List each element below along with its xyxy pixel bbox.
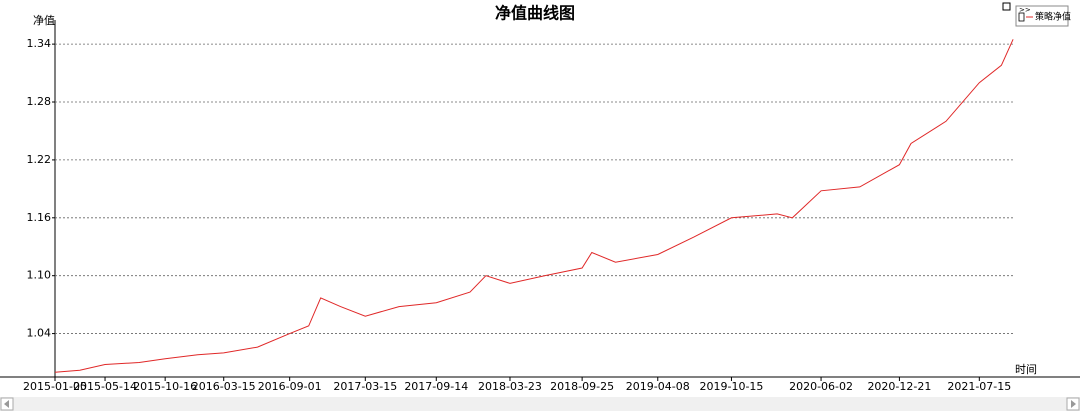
x-tick-label: 2021-07-15 <box>947 380 1011 393</box>
x-tick-label: 2015-05-14 <box>73 380 137 393</box>
y-tick-label: 1.10 <box>27 269 52 282</box>
series-line <box>54 39 1014 373</box>
x-tick-label: 2015-01-05 <box>23 380 87 393</box>
x-axis-label: 时间 <box>1015 363 1037 376</box>
x-tick-label: 2017-09-14 <box>404 380 468 393</box>
arrow-left <box>4 400 9 408</box>
x-tick-label: 2017-03-15 <box>333 380 397 393</box>
x-tick-label: 2018-03-23 <box>478 380 542 393</box>
y-tick-label: 1.04 <box>27 327 52 340</box>
x-tick-label: 2015-10-16 <box>133 380 197 393</box>
checkbox[interactable] <box>1002 2 1011 11</box>
legend-box <box>1015 5 1069 27</box>
y-tick-label: 1.16 <box>27 211 52 224</box>
arrow-right <box>1071 400 1076 408</box>
y-tick-label: 1.34 <box>27 37 52 50</box>
x-tick-label: 2016-09-01 <box>258 380 322 393</box>
x-tick-label: 2018-09-25 <box>550 380 614 393</box>
x-tick-label: 2020-06-02 <box>789 380 853 393</box>
scrollbar[interactable] <box>0 397 1080 411</box>
y-axis-label: 净值 <box>33 13 55 27</box>
x-tick-label: 2016-03-15 <box>192 380 256 393</box>
legend-check[interactable] <box>1018 12 1025 22</box>
legend-toggle[interactable]: >> <box>1019 6 1031 14</box>
y-tick-label: 1.28 <box>27 95 52 108</box>
chart-title: 净值曲线图 <box>495 4 575 23</box>
x-tick-label: 2020-12-21 <box>867 380 931 393</box>
x-tick-label: 2019-10-15 <box>699 380 763 393</box>
y-tick-label: 1.22 <box>27 153 52 166</box>
legend-label: 策略净值 <box>1035 11 1071 23</box>
x-tick-label: 2019-04-08 <box>626 380 690 393</box>
